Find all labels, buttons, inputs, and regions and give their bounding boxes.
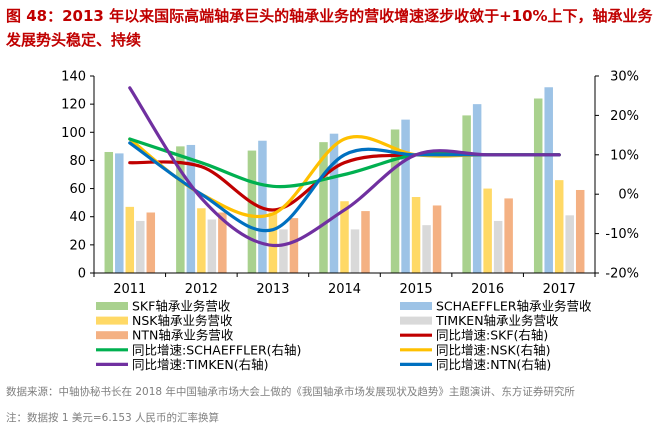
bar-line-chart: 0 20 40 60 80 100 120 140 -20% -10% 0% 10% 20% 30% 201…	[61, 70, 639, 372]
bar-2-2012	[197, 208, 206, 273]
bar-1-2012	[186, 144, 196, 273]
legend-swatch	[400, 316, 432, 325]
bar-4-2014	[361, 211, 370, 273]
bar-group	[104, 87, 585, 274]
x-tick-label: 2014	[328, 282, 361, 297]
legend-label: SKF轴承业务营收	[132, 299, 231, 314]
x-tick-label: 2016	[471, 282, 504, 297]
y2-tick-label: 20%	[610, 109, 639, 124]
y-tick-label: 120	[61, 98, 86, 113]
y-tick-label: 100	[61, 126, 86, 141]
axes: 0 20 40 60 80 100 120 140 -20% -10% 0% 10% 20% 30% 201…	[61, 70, 639, 298]
bar-0-2015	[390, 129, 400, 273]
y2-tick-label: -10%	[605, 227, 639, 242]
bar-3-2013	[279, 229, 288, 273]
legend-label: SCHAEFFLER轴承业务营收	[436, 299, 592, 314]
bar-1-2011	[115, 153, 124, 273]
legend-label: 同比增速:TIMKEN(右轴)	[132, 357, 269, 372]
legend-label: NSK轴承业务营收	[132, 313, 233, 328]
y-tick-label: 20	[69, 238, 86, 253]
legend-swatch	[96, 316, 128, 325]
legend: SKF轴承业务营收 SCHAEFFLER轴承业务营收 NSK轴承业务营收 TIMKEN…	[96, 299, 592, 372]
legend-label: TIMKEN轴承业务营收	[435, 313, 559, 328]
source-note: 数据来源：中轴协秘书长在 2018 年中国轴承市场大会上做的《我国轴承市场发展现…	[6, 386, 575, 398]
bar-4-2015	[432, 205, 442, 273]
y2-tick-label: 30%	[610, 70, 639, 85]
x-tick-label: 2015	[400, 282, 433, 297]
y-tick-label: 60	[69, 182, 86, 197]
x-tick-label: 2011	[113, 282, 146, 297]
legend-label: 同比增速:SCHAEFFLER(右轴)	[132, 342, 301, 357]
x-tick-label: 2012	[185, 282, 218, 297]
x-tick-label: 2013	[256, 282, 289, 297]
bar-0-2016	[462, 115, 471, 274]
legend-label: 同比增速:NSK(右轴)	[436, 342, 550, 357]
bar-2-2014	[340, 201, 349, 273]
bar-4-2017	[575, 189, 585, 273]
y-tick-label: 40	[69, 210, 86, 225]
legend-label: 同比增速:NTN(右轴)	[436, 357, 551, 372]
bar-0-2017	[533, 98, 543, 273]
bar-1-2017	[544, 87, 553, 273]
bar-4-2013	[289, 218, 299, 273]
bar-4-2016	[504, 198, 513, 273]
legend-swatch	[96, 302, 128, 310]
bar-2-2011	[125, 206, 135, 273]
bar-3-2011	[136, 220, 145, 273]
legend-swatch	[96, 331, 128, 340]
chart-title: 图 48：2013 年以来国际高端轴承巨头的轴承业务的营收增速逐步收敛于+10%…	[6, 7, 653, 49]
exchange-rate-note: 注：数据按 1 美元=6.153 人民币的汇率换算	[6, 412, 220, 424]
y2-tick-label: 0%	[618, 188, 639, 203]
bar-3-2016	[493, 220, 503, 273]
bar-0-2013	[247, 150, 257, 273]
legend-swatch	[400, 302, 432, 310]
line-group	[128, 86, 561, 248]
legend-label: NTN轴承业务营收	[132, 328, 234, 343]
legend-label: 同比增速:SKF(右轴)	[436, 328, 548, 343]
y2-tick-label: 10%	[610, 148, 639, 163]
bar-2-2016	[483, 188, 492, 273]
bar-3-2012	[207, 219, 217, 273]
bar-3-2017	[565, 215, 574, 273]
bar-0-2011	[104, 151, 114, 273]
bar-1-2016	[472, 104, 482, 273]
bar-1-2015	[401, 119, 410, 274]
bar-3-2014	[350, 229, 360, 273]
bar-4-2012	[218, 212, 227, 273]
y-tick-label: 0	[78, 267, 86, 282]
bar-0-2012	[176, 146, 185, 273]
bar-2-2017	[554, 180, 564, 273]
bar-2-2013	[268, 212, 278, 273]
y-tick-label: 140	[61, 70, 86, 85]
y-tick-label: 80	[69, 154, 86, 169]
x-tick-label: 2017	[543, 282, 576, 297]
bar-1-2014	[329, 133, 339, 273]
bar-4-2011	[146, 212, 156, 273]
y2-tick-label: -20%	[605, 267, 639, 282]
bar-0-2014	[319, 142, 328, 273]
line-series-4	[128, 86, 561, 248]
bar-2-2015	[411, 197, 421, 273]
bar-3-2015	[422, 225, 431, 273]
